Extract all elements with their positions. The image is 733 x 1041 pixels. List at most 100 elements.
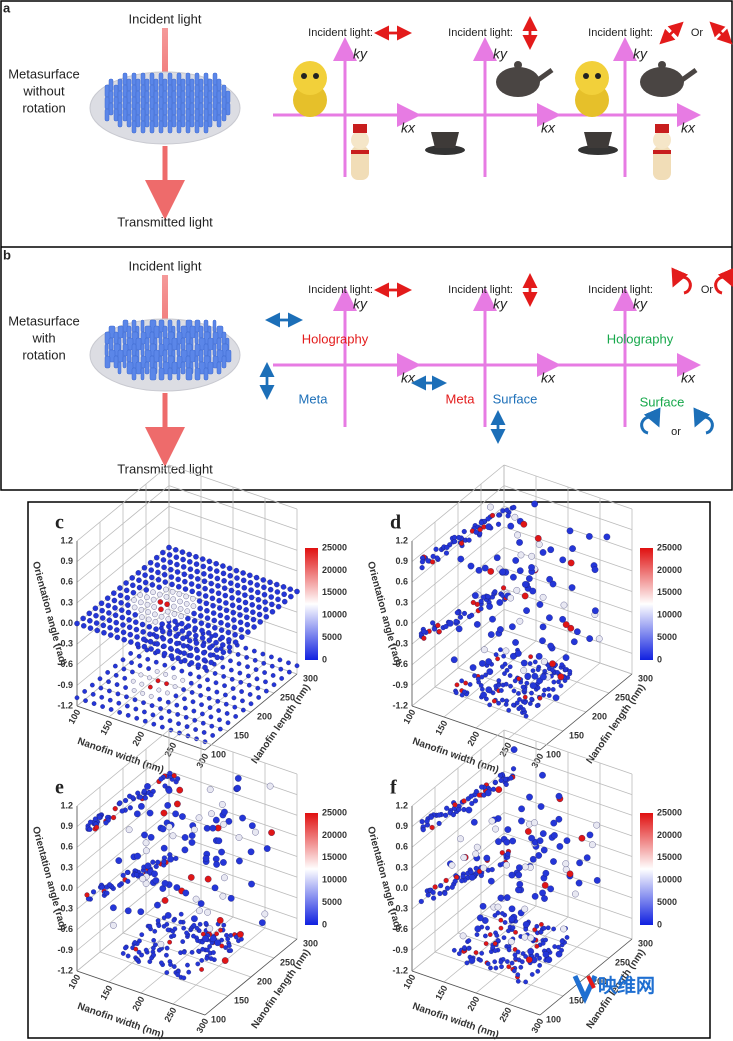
y-tick-label: 100 [211,749,226,759]
nanofin [207,337,214,351]
nanofin [216,361,222,375]
data-point [485,686,493,694]
z-tick-label: 1.2 [395,535,408,545]
data-point [130,589,137,596]
data-point [477,526,483,533]
data-point [528,564,535,571]
data-point [603,533,611,541]
bear-figure [301,73,307,79]
z-tick-label: 0.6 [60,577,73,587]
nanofin [144,90,150,104]
x-tick-label: 300 [529,1017,545,1035]
data-point [535,541,543,548]
nanofin [198,114,204,128]
data-point [522,700,528,705]
data-point [496,682,502,688]
data-point [184,608,191,614]
data-point [530,668,536,674]
panel_a: a Incident light Transmitted light Metasurf… [3,0,733,229]
nanofin [167,343,173,357]
nanofin [189,114,195,128]
data-point [457,835,464,843]
data-point [137,592,143,598]
nanofin [185,108,191,122]
data-point [118,600,124,606]
data-point [205,630,212,636]
data-point [113,672,119,678]
z-tick-label: -0.3 [392,904,408,914]
data-point [206,637,213,644]
nanofin [171,78,177,92]
data-point [177,606,184,612]
nanofin [167,84,173,98]
data-point [541,881,549,889]
nanofin [180,114,186,128]
data-point [233,714,239,719]
data-point [111,815,117,821]
data-point [120,629,127,636]
data-point [207,944,212,949]
data-point [238,626,244,633]
data-point [165,927,171,933]
meta-label: Meta [446,391,476,406]
data-point [147,684,153,690]
data-point [559,556,567,564]
data-point [529,855,537,863]
data-point [107,624,113,631]
x-tick-label: 150 [98,719,114,737]
axis-line [204,938,298,1016]
data-point [223,607,230,614]
data-point [267,579,273,585]
data-point [448,861,456,869]
data-point [127,631,134,638]
data-point [161,571,168,578]
nanofin [216,114,222,128]
data-point [444,805,450,811]
data-point [592,607,599,615]
y-tick-label: 100 [211,1014,226,1024]
data-point [90,691,96,697]
nanofin [162,78,168,92]
nanofin [171,114,177,128]
data-point [106,679,111,685]
data-point [200,642,206,649]
data-point [154,669,160,674]
data-point [171,773,177,779]
nanofin [171,361,178,375]
data-point [484,789,492,797]
nanofin [104,84,110,98]
z-tick-label: -1.2 [57,965,73,975]
grid-line [122,932,252,978]
data-point [254,582,260,588]
data-point [236,604,243,611]
data-point [192,717,198,723]
data-point [419,819,425,825]
data-point [458,540,465,546]
nanofin [104,108,110,122]
data-point [162,579,169,585]
incident-polarization-label: Incident light: [588,284,653,296]
data-point [499,850,505,856]
ky-label: ky [493,296,508,312]
nanofin [117,102,123,116]
data-point [221,578,227,584]
data-point [524,672,532,680]
data-point [125,712,131,718]
data-point [112,663,118,669]
bottom-frame [27,501,711,1039]
data-point [442,890,448,896]
data-point [572,890,579,898]
data-point [91,701,97,706]
data-point [247,579,254,586]
z-tick-label: 1.2 [60,800,73,810]
data-point [460,854,468,861]
data-point [243,614,250,621]
data-point [503,838,511,846]
data-point [125,826,133,834]
colorbar [305,813,318,925]
data-point [130,582,136,589]
data-point [523,607,530,614]
data-point [125,609,132,616]
nanofin [158,355,163,369]
data-point [181,846,189,854]
